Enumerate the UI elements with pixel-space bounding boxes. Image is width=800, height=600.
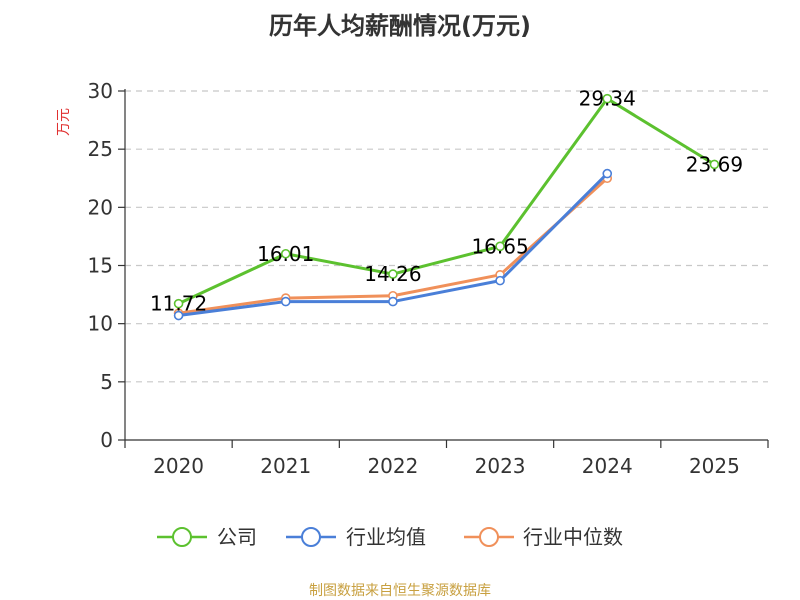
data-label: 14.26 [364,262,421,286]
data-label: 29.34 [579,87,636,111]
data-point [388,269,398,279]
data-point [602,93,613,104]
legend-item-2: 行业中位数 [464,525,623,549]
y-tick-label: 10 [88,312,113,336]
data-point [173,310,184,321]
y-tick-label: 30 [88,79,113,103]
chart-title: 历年人均薪酬情况(万元) [269,12,531,40]
series-2 [173,173,613,318]
data-point [280,248,291,259]
y-tick-label: 25 [88,137,113,161]
x-tick-label: 2021 [260,454,311,478]
data-point [709,159,720,170]
y-axis-label: 万元 [56,108,72,136]
series-0 [173,93,720,309]
data-point [173,298,184,309]
series-line [177,97,716,306]
data-label: 16.65 [471,234,528,258]
legend-marker [301,527,321,547]
legend-label: 公司 [217,525,257,549]
y-tick-labels: 0 5 10 15 20 25 30 [88,79,113,452]
legend-label: 行业中位数 [523,525,623,549]
data-point [495,241,505,252]
source-note: 制图数据来自恒生聚源数据库 [309,583,491,599]
data-label: 16.01 [257,242,314,266]
axes [118,89,769,448]
data-point [495,275,505,286]
x-tick-label: 2023 [475,454,526,478]
legend-item-1: 行业均值 [286,525,426,549]
data-labels: 11.72 16.01 14.26 16.65 29.34 23.69 [150,87,743,316]
data-point [602,168,613,179]
x-tick-labels: 2020 2021 2022 2023 2024 2025 [153,454,740,478]
x-tick-label: 2024 [582,454,633,478]
legend: 公司 行业均值 行业中位数 [157,525,623,549]
data-label: 23.69 [686,152,743,176]
legend-marker [172,527,192,547]
legend-label: 行业均值 [346,525,426,549]
x-tick-label: 2025 [689,454,740,478]
data-label: 11.72 [150,292,207,316]
y-tick-label: 5 [100,370,113,394]
grid-lines [125,90,768,383]
legend-item-0: 公司 [157,525,257,549]
series-1 [173,168,613,321]
data-point [280,296,291,307]
y-tick-label: 15 [88,254,113,278]
y-tick-label: 0 [100,428,113,452]
y-tick-label: 20 [88,195,113,219]
series-lines [173,93,720,321]
data-point [388,296,398,307]
x-tick-label: 2020 [153,454,204,478]
x-tick-label: 2022 [367,454,418,478]
legend-marker [479,527,499,547]
